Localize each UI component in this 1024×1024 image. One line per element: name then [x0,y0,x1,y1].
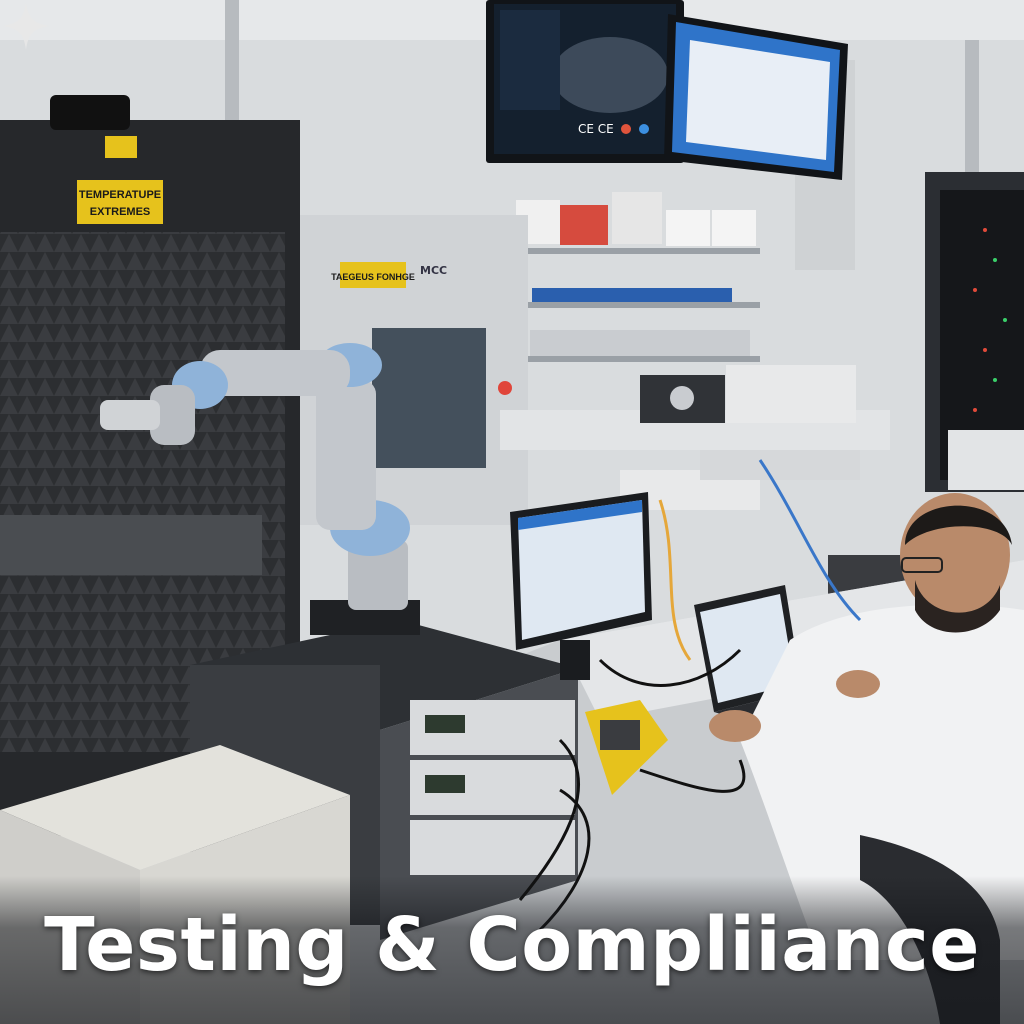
sparkle-icon [2,2,50,50]
chamber-warning-sign: TEMPERATUPE EXTREMES [77,180,163,224]
monitor-badges-text: CE CE [578,122,614,136]
caption-band [0,876,1024,1024]
wall-pipe-right [965,40,979,200]
emergency-stop [498,381,512,395]
machine-sign-text: TAEGEUS FONHGE [331,272,415,282]
machine-brand-text: MCC [420,264,447,277]
chamber-sign-line1: TEMPERATUPE [79,189,161,201]
desk-monitor [510,492,652,680]
chamber-small-label [105,136,137,158]
monitor-badge-red [621,124,631,134]
chamber-sign-line2: EXTREMES [90,206,151,218]
monitor-badge-blue [639,124,649,134]
yellow-meter [585,700,668,795]
wall-pipe [225,0,239,140]
robot-arm [100,343,420,635]
wall-monitor-right [664,14,848,180]
wall-monitor-left: CE CE [486,0,684,163]
photo-caption: Testing & Compliiance [44,902,980,988]
